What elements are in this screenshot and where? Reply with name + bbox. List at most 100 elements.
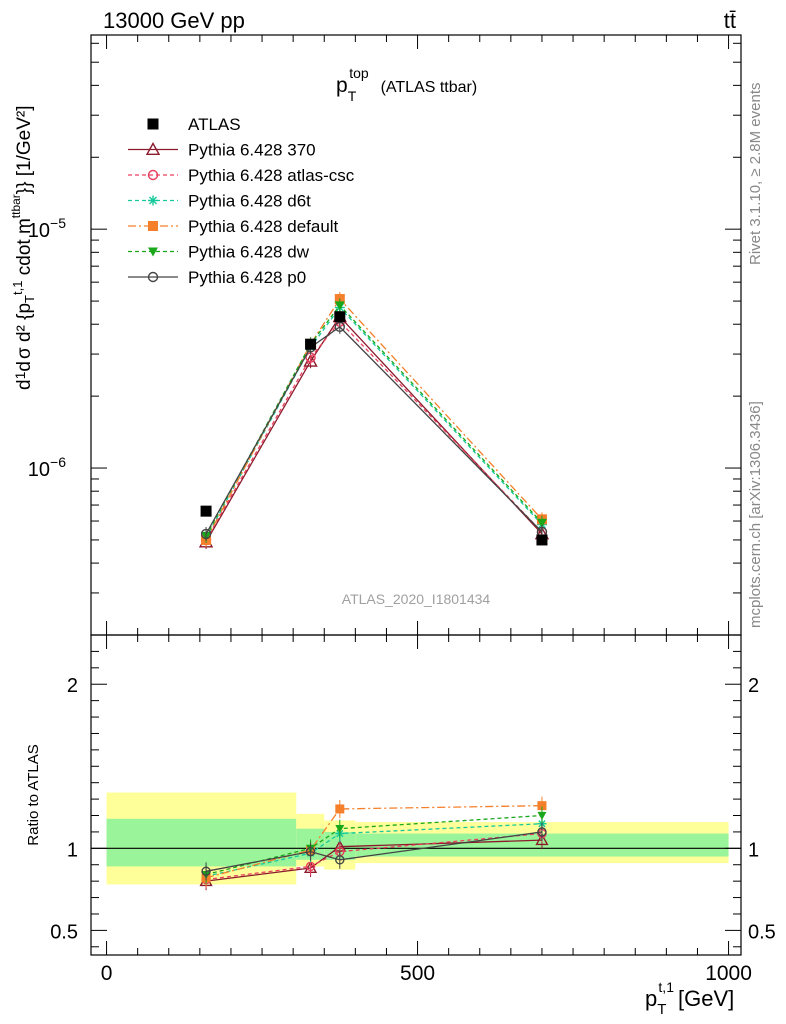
marker-square	[305, 338, 317, 350]
title-suffix: (ATLAS ttbar)	[381, 79, 478, 96]
marker-triangle-down	[335, 825, 345, 834]
legend-marker	[147, 169, 159, 181]
x-tick-label: 500	[400, 962, 435, 985]
series-line	[205, 306, 543, 539]
series-1	[198, 309, 550, 550]
series-line	[205, 304, 543, 537]
ratio-tick-label-left: 1	[67, 839, 78, 861]
marker-circle	[200, 528, 212, 540]
x-label-unit: [GeV]	[678, 986, 734, 1011]
legend-label: Pythia 6.428 d6t	[188, 192, 311, 211]
series-line	[205, 315, 543, 543]
ratio-tick-label-right: 1	[748, 839, 759, 861]
data-point	[334, 301, 345, 311]
collision-label: 13000 GeV pp	[103, 8, 245, 33]
legend-marker	[148, 247, 158, 257]
ratio-point	[535, 833, 549, 846]
legend-marker	[148, 195, 158, 206]
legend: ATLAS Pythia 6.428 370 Pythia 6.428 atlas-…	[128, 115, 355, 287]
legend-entry: Pythia 6.428 dw	[128, 243, 310, 262]
marker-square	[200, 505, 212, 517]
marker-square	[147, 118, 159, 130]
legend-label: Pythia 6.428 p0	[188, 268, 306, 287]
legend-marker	[145, 142, 161, 156]
legend-marker	[148, 221, 158, 231]
y-axis-unit: [1/GeV²]	[14, 105, 35, 176]
marker-triangle-down	[536, 518, 547, 528]
marker-triangle-down	[334, 301, 345, 311]
marker-square	[335, 804, 345, 814]
svg-text:d1dσ d² {pTt,1 cdot mttbar}} [: d1dσ d² {pTt,1 cdot mttbar}} [1/GeV²]	[9, 105, 37, 390]
data-point	[305, 338, 317, 350]
legend-entry: Pythia 6.428 p0	[128, 268, 306, 287]
legend-marker	[147, 118, 159, 130]
rivet-label: Rivet 3.1.10, ≥ 2.8M events	[747, 83, 764, 266]
legend-entry: Pythia 6.428 default	[128, 217, 339, 236]
series-5	[201, 298, 547, 543]
marker-circle	[147, 169, 159, 181]
x-tick-label: 1000	[705, 962, 752, 985]
legend-entry: ATLAS	[147, 115, 241, 134]
marker-circle	[201, 866, 211, 877]
ratio-series-6	[201, 822, 547, 881]
data-point	[334, 321, 346, 333]
x-label-main: p	[645, 986, 657, 1011]
marker-circle	[305, 846, 316, 857]
ratio-point	[335, 825, 345, 834]
series-4	[201, 292, 547, 547]
marker-circle	[537, 827, 547, 837]
y-axis-label: d1dσ d² {pTt,1 cdot mttbar}} [1/GeV²]	[9, 105, 37, 390]
x-tick-label: 0	[101, 962, 113, 985]
legend-entry: Pythia 6.428 370	[128, 141, 316, 160]
data-point	[200, 528, 212, 540]
legend-marker	[147, 271, 159, 283]
series-0	[200, 311, 548, 546]
ratio-point	[537, 811, 547, 821]
marker-circle	[305, 861, 316, 872]
ratio-tick-label-left: 2	[67, 675, 78, 697]
series-2	[200, 314, 548, 547]
title-sup: top	[349, 65, 369, 81]
marker-triangle	[145, 142, 161, 156]
marker-square	[334, 311, 346, 323]
marker-circle	[147, 271, 159, 283]
series-line	[205, 326, 543, 535]
marker-triangle-down	[148, 247, 158, 257]
x-axis-label: pTt,1 [GeV]	[645, 979, 734, 1018]
analysis-watermark: ATLAS_2020_I1801434	[342, 591, 491, 607]
marker-square	[537, 801, 547, 811]
data-point	[536, 534, 548, 546]
ratio-tick-label-left: 0.5	[50, 921, 78, 943]
data-point	[334, 311, 346, 323]
ratio-point	[537, 801, 547, 811]
mcplots-label: mcplots.cern.ch [arXiv:1306.3436]	[747, 401, 764, 628]
ratio-point	[305, 861, 316, 872]
ratio-series-line	[205, 831, 543, 872]
chart-title: pTtop (ATLAS ttbar)	[336, 60, 477, 104]
legend-label: Pythia 6.428 default	[188, 217, 339, 236]
data-point	[200, 505, 212, 517]
legend-label: ATLAS	[188, 115, 241, 134]
legend-label: Pythia 6.428 dw	[188, 243, 310, 262]
ratio-point	[335, 855, 345, 865]
ratio-frame	[90, 634, 742, 956]
title-main: p	[336, 74, 348, 97]
title-sub: T	[348, 88, 357, 104]
legend-label: Pythia 6.428 atlas-csc	[188, 166, 355, 185]
x-label-sup: t,1	[658, 979, 674, 995]
marker-star-stroke	[149, 196, 157, 205]
marker-circle	[334, 321, 346, 333]
legend-entry: Pythia 6.428 atlas-csc	[128, 166, 355, 185]
ratio-series-line	[205, 805, 542, 879]
ratio-axis-label: Ratio to ATLAS	[25, 744, 42, 845]
ratio-series-line	[205, 832, 543, 881]
marker-triangle	[535, 833, 549, 846]
marker-triangle-down	[537, 811, 547, 821]
ratio-panel: 0 500 1000 0.5 0.5 1 1 2 2	[50, 634, 776, 985]
main-panel: 10−6 10−5 pTtop (ATLAS ttbar) ATLAS_2020_…	[28, 34, 742, 649]
ratio-tick-label-right: 0.5	[748, 921, 776, 943]
legend-entry: Pythia 6.428 d6t	[128, 192, 311, 211]
y-tick-label: 10−6	[28, 454, 66, 481]
series-line	[205, 320, 543, 541]
